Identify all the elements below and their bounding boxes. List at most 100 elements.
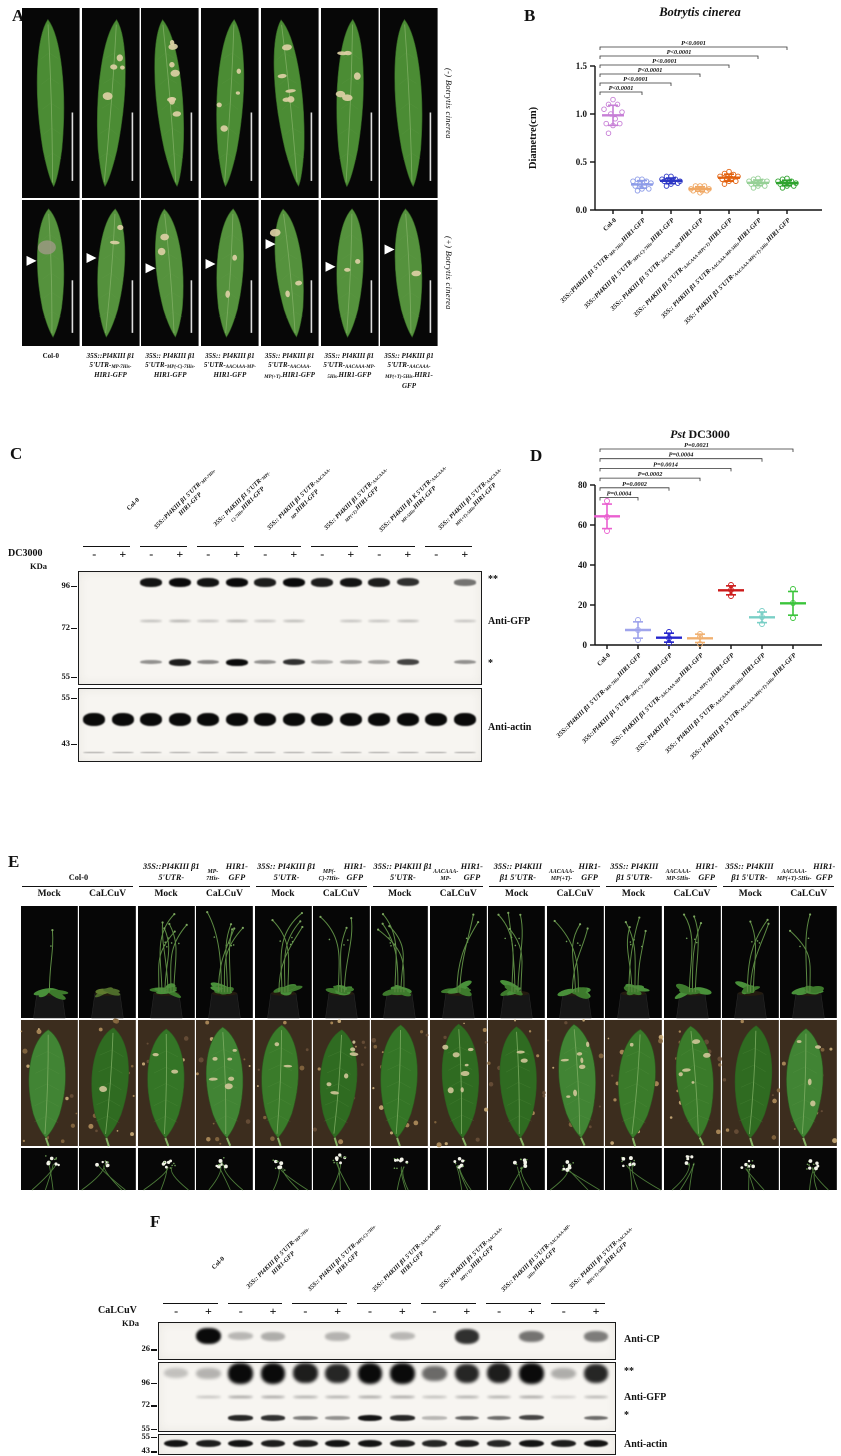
protein-band <box>140 620 163 623</box>
y-tick-label: 0.0 <box>576 205 588 215</box>
protein-band <box>396 620 419 623</box>
blot-annotation: ** <box>488 574 498 585</box>
scale-bar <box>250 280 253 333</box>
kda-marker-tick <box>71 677 77 679</box>
treatment-minus-sign: - <box>238 1304 243 1318</box>
kda-label-panel-f: KDa <box>122 1318 139 1328</box>
leaf-photo <box>380 8 438 198</box>
protein-band <box>396 751 419 754</box>
data-point <box>784 183 790 189</box>
treatment-column-label: Mock <box>621 889 646 899</box>
protein-band <box>519 1415 544 1421</box>
data-point <box>604 528 610 534</box>
protein-band <box>168 658 191 666</box>
blot-annotation: * <box>488 658 493 669</box>
p-value-label: P<0.0001 <box>638 67 663 74</box>
protein-band <box>454 1329 480 1344</box>
significance-bracket <box>599 448 794 452</box>
data-point <box>632 183 638 189</box>
data-point <box>728 587 734 593</box>
kda-marker-tick <box>71 697 77 699</box>
y-tick-label: 1.5 <box>576 61 588 71</box>
panel-e-underline <box>489 886 601 887</box>
data-point <box>755 183 761 189</box>
kda-marker-value: 55 <box>61 671 71 682</box>
protein-band <box>389 1362 415 1384</box>
treatment-plus-sign: + <box>205 1304 212 1318</box>
leaf-closeup-photo <box>546 1019 604 1146</box>
protein-band <box>453 579 476 586</box>
data-point <box>762 183 768 189</box>
protein-band <box>140 712 163 726</box>
treatment-minus-sign: - <box>263 547 268 561</box>
protein-band <box>260 1332 286 1341</box>
whole-plant-photo <box>721 906 779 1019</box>
inflorescence-photo <box>254 1148 312 1191</box>
significance-bracket <box>599 497 639 501</box>
data-point <box>697 189 703 196</box>
inflorescence-photo <box>79 1148 137 1191</box>
whole-plant-photo <box>546 906 604 1019</box>
leaf-photo <box>141 8 199 198</box>
data-point <box>726 168 732 175</box>
leaf-closeup-photo <box>429 1020 488 1148</box>
p-value-label: P<0.0001 <box>652 58 677 65</box>
protein-band <box>225 712 248 726</box>
leaf-closeup-photo <box>20 1020 78 1147</box>
protein-band <box>368 751 391 754</box>
panel-e-underline <box>372 886 484 887</box>
protein-band <box>196 1328 221 1345</box>
protein-band <box>282 751 305 754</box>
leaf-closeup-photo <box>663 1020 722 1146</box>
data-point <box>663 173 670 180</box>
data-point <box>608 111 614 117</box>
protein-band <box>254 751 277 754</box>
data-point <box>646 186 652 192</box>
y-tick-label: 1.0 <box>576 109 588 119</box>
y-tick-label: 80 <box>578 480 588 490</box>
protein-band <box>357 1415 383 1421</box>
protein-band <box>111 712 134 726</box>
protein-band <box>486 1395 512 1399</box>
protein-band <box>389 1415 415 1421</box>
kda-marker-tick <box>151 1451 157 1453</box>
protein-band <box>311 660 334 665</box>
protein-band <box>254 620 277 623</box>
protein-band <box>163 1368 189 1379</box>
protein-band <box>311 712 334 726</box>
y-tick-label: 60 <box>578 520 588 530</box>
data-point <box>791 183 797 189</box>
protein-band <box>396 659 419 666</box>
inflorescence-photo <box>196 1148 253 1191</box>
significance-bracket <box>599 458 763 462</box>
panel-e-col-label: 35S:: PI4KIII β1 5'UTR- AACAAA-MP- HIR1-GF… <box>373 862 483 883</box>
protein-band <box>325 1395 350 1399</box>
data-point <box>690 188 696 194</box>
protein-band <box>254 712 277 726</box>
kda-marker-tick <box>151 1405 157 1407</box>
protein-band <box>339 712 362 726</box>
anti-cp-blot-box <box>158 1322 616 1360</box>
treatment-minus-sign: - <box>377 547 382 561</box>
panel-a-col-label: 35S:: PI4KIII β1 5'UTR-AACAAA-MP-5His-HI… <box>323 352 376 381</box>
p-value-label: P<0.0001 <box>609 85 634 92</box>
protein-band <box>453 712 476 726</box>
blot-annotation: Anti-GFP <box>488 616 531 627</box>
lane-group-underline <box>83 546 130 547</box>
protein-band <box>453 620 476 623</box>
protein-band <box>168 577 191 587</box>
significance-bracket <box>599 91 643 95</box>
treatment-minus-sign: - <box>206 547 211 561</box>
protein-band <box>454 1395 480 1399</box>
data-point <box>605 130 612 136</box>
blot-annotation: Anti-GFP <box>624 1392 667 1403</box>
protein-band <box>551 1396 577 1398</box>
protein-band <box>282 577 305 587</box>
kda-label-panel-c: KDa <box>30 561 47 571</box>
whole-plant-photo <box>79 906 137 1019</box>
lesion-arrowhead <box>86 253 97 264</box>
protein-band <box>228 1362 254 1384</box>
panel-b-letter: B <box>524 6 536 25</box>
kda-marker-value: 55 <box>61 691 71 702</box>
